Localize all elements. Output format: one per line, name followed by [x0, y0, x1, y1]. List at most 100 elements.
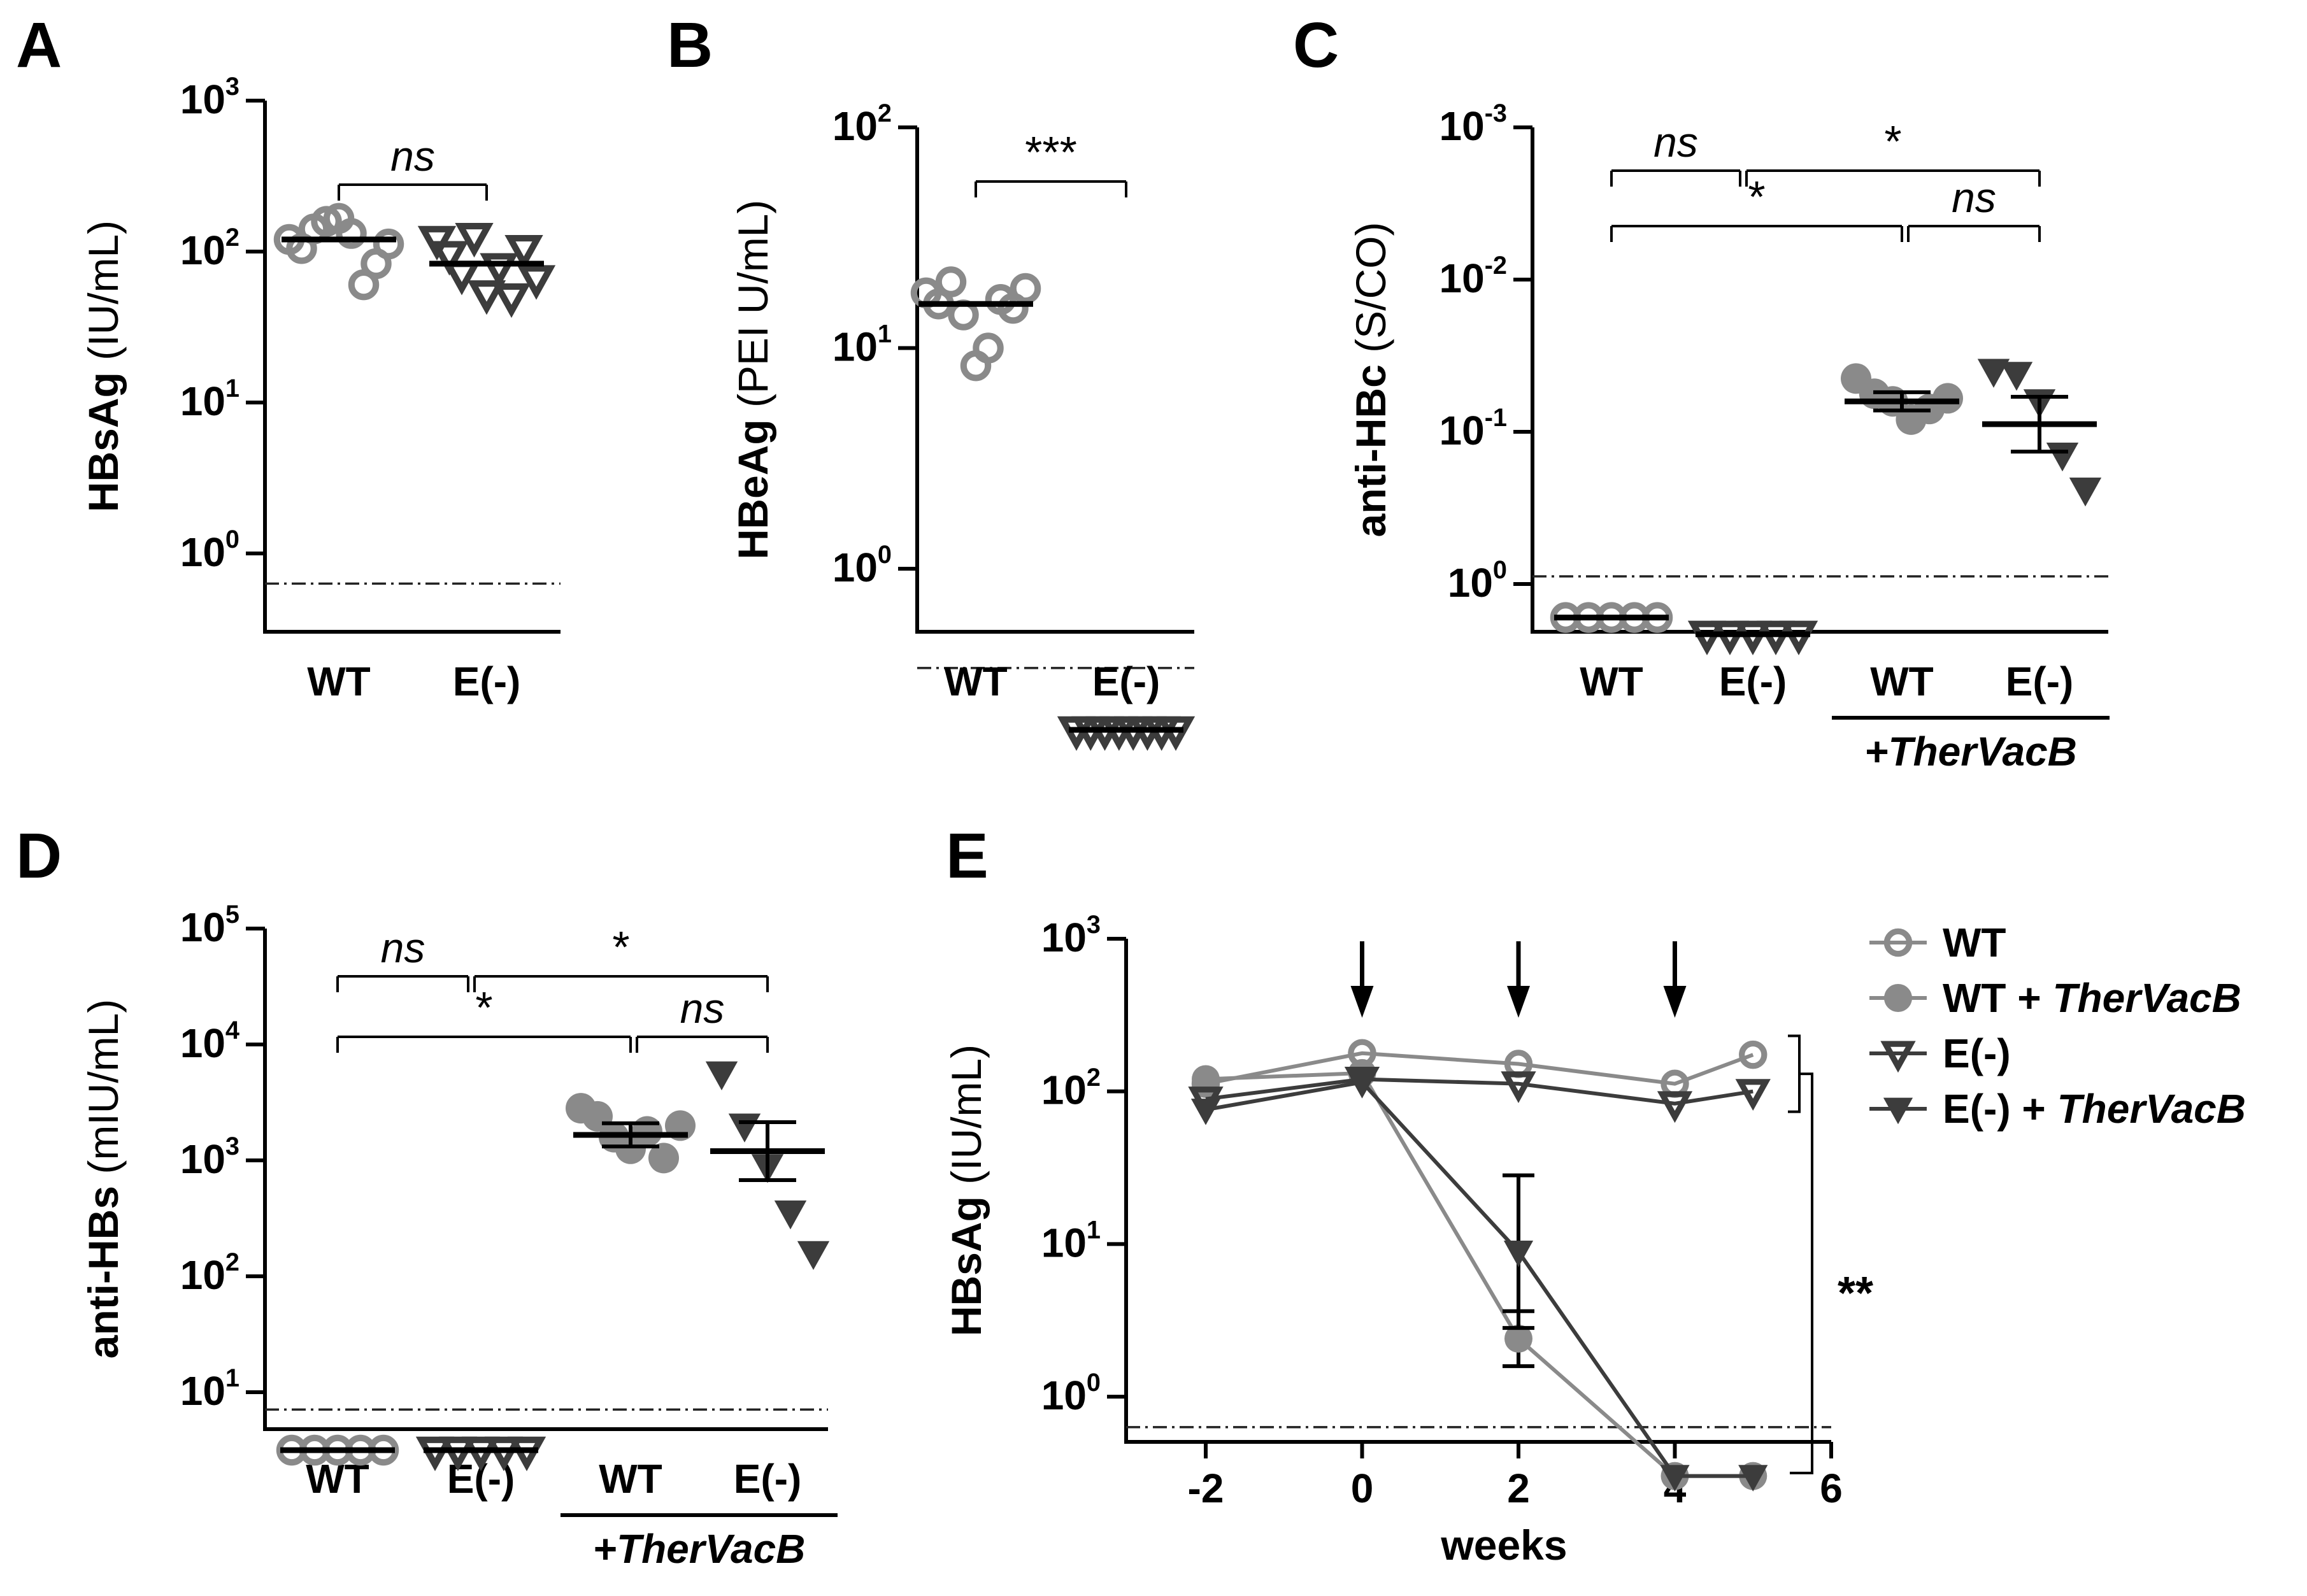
- y-tick-label: 103: [180, 1132, 239, 1182]
- series-line: [1205, 1051, 1754, 1086]
- x-tick-label: -2: [1188, 1465, 1224, 1511]
- significance-label: ns: [390, 132, 435, 180]
- data-point: [1735, 1079, 1771, 1111]
- data-point: [2069, 477, 2102, 507]
- panel-a: A 100 101 102 103 HBsAg (IU/mL) WT E(-) ns: [16, 10, 561, 704]
- x-tick-label: E(-): [1719, 659, 1787, 704]
- data-point: [467, 280, 506, 315]
- x-tick-label: WT: [944, 659, 1008, 704]
- y-axis-label: HBeAg (PEI U/mL): [729, 200, 776, 560]
- x-tick-label: 6: [1820, 1465, 1843, 1511]
- x-tick-label: E(-): [734, 1456, 802, 1502]
- y-tick-label: 102: [180, 1248, 239, 1298]
- vaccination-arrow-head: [1350, 986, 1374, 1018]
- panel-letter: C: [1293, 10, 1339, 81]
- significance-label: ***: [1025, 127, 1077, 177]
- x-tick-label: WT: [307, 659, 371, 704]
- data-point: [504, 235, 543, 270]
- panel-letter: B: [667, 10, 713, 81]
- legend-label: WT + TherVacB: [1943, 975, 2241, 1021]
- series-line: [1205, 1080, 1753, 1478]
- x-tick-label: E(-): [2006, 659, 2074, 704]
- panel-b: B 100 101 102 HBeAg (PEI U/mL) WT E(-) ***: [667, 10, 1196, 752]
- y-tick-label: 10-1: [1439, 404, 1507, 453]
- series-line: [1205, 1077, 1753, 1106]
- x-tick-label: WT: [599, 1456, 662, 1502]
- data-point: [705, 1061, 738, 1090]
- legend-marker: [1883, 1097, 1913, 1125]
- y-tick-label: 100: [1448, 556, 1507, 606]
- x-tick-label: 0: [1351, 1465, 1374, 1511]
- significance-label: ns: [1653, 118, 1698, 166]
- data-point: [774, 1201, 807, 1230]
- legend-marker: [1880, 1041, 1916, 1073]
- data-point: [1738, 1465, 1768, 1492]
- data-point: [336, 218, 367, 249]
- y-tick-label: 100: [1041, 1369, 1101, 1418]
- data-point: [1932, 383, 1963, 414]
- data-point: [728, 1113, 761, 1143]
- panel-letter: D: [16, 820, 62, 892]
- data-point: [632, 1116, 662, 1147]
- data-point: [648, 1143, 679, 1174]
- y-tick-label: 10-3: [1439, 99, 1507, 149]
- data-point: [480, 253, 518, 288]
- significance-label: *: [475, 983, 492, 1032]
- x-tick-label: WT: [1580, 659, 1643, 704]
- y-axis-label: anti-HBs (mIU/mL): [80, 999, 127, 1359]
- y-tick-label: 100: [180, 525, 239, 575]
- data-point: [1347, 1071, 1377, 1098]
- data-point: [2000, 362, 2033, 391]
- significance-label: *: [1748, 172, 1765, 222]
- data-point: [1192, 1065, 1220, 1094]
- y-axis-label: anti-HBc (S/CO): [1347, 222, 1394, 537]
- legend-marker: [1883, 928, 1913, 957]
- data-point: [1190, 1099, 1221, 1125]
- x-tick-label: 2: [1507, 1465, 1530, 1511]
- data-point: [973, 332, 1004, 364]
- vaccination-arrow-head: [1663, 986, 1687, 1018]
- y-tick-label: 104: [180, 1016, 239, 1066]
- legend-marker: [1884, 984, 1912, 1012]
- data-point: [455, 223, 494, 258]
- legend-label: E(-): [1943, 1030, 2011, 1076]
- vaccination-arrow-head: [1507, 986, 1530, 1018]
- y-tick-label: 101: [1041, 1216, 1101, 1266]
- x-axis-label: weeks: [1440, 1521, 1567, 1569]
- data-point: [311, 206, 342, 237]
- data-point: [1503, 1240, 1534, 1267]
- significance-label: ns: [1952, 174, 1996, 221]
- y-tick-label: 101: [180, 1364, 239, 1414]
- y-tick-label: 103: [180, 73, 239, 122]
- significance-label: *: [1884, 117, 1901, 166]
- series-line: [1205, 1071, 1753, 1478]
- panel-letter: E: [946, 820, 989, 892]
- y-tick-label: 102: [1041, 1064, 1101, 1113]
- panel-letter: A: [16, 10, 62, 81]
- data-point: [1010, 273, 1041, 304]
- data-point: [935, 266, 967, 297]
- significance-bracket: [1790, 1072, 1813, 1474]
- group-label: +TherVacB: [593, 1526, 806, 1572]
- y-tick-label: 102: [832, 99, 892, 149]
- legend-label: WT: [1943, 920, 2006, 965]
- data-point: [1739, 1040, 1768, 1069]
- data-point: [430, 241, 469, 276]
- y-tick-label: 101: [832, 320, 892, 370]
- data-point: [492, 283, 531, 318]
- data-point: [373, 228, 404, 260]
- x-tick-label: E(-): [1092, 659, 1161, 704]
- y-tick-label: 100: [832, 541, 892, 590]
- data-point: [517, 265, 556, 300]
- data-point: [2046, 442, 2079, 472]
- y-tick-label: 101: [180, 374, 239, 424]
- panel-c: C 100 10-1 10-2 10-3 anti-HBc (S/CO) WT E(-) WT E…: [1293, 10, 2110, 774]
- significance-bracket: [1788, 1034, 1801, 1113]
- y-axis-label: HBsAg (IU/mL): [80, 220, 127, 512]
- significance-label: *: [612, 922, 629, 972]
- y-axis-label: HBsAg (IU/mL): [943, 1044, 990, 1336]
- data-point: [1657, 1091, 1693, 1123]
